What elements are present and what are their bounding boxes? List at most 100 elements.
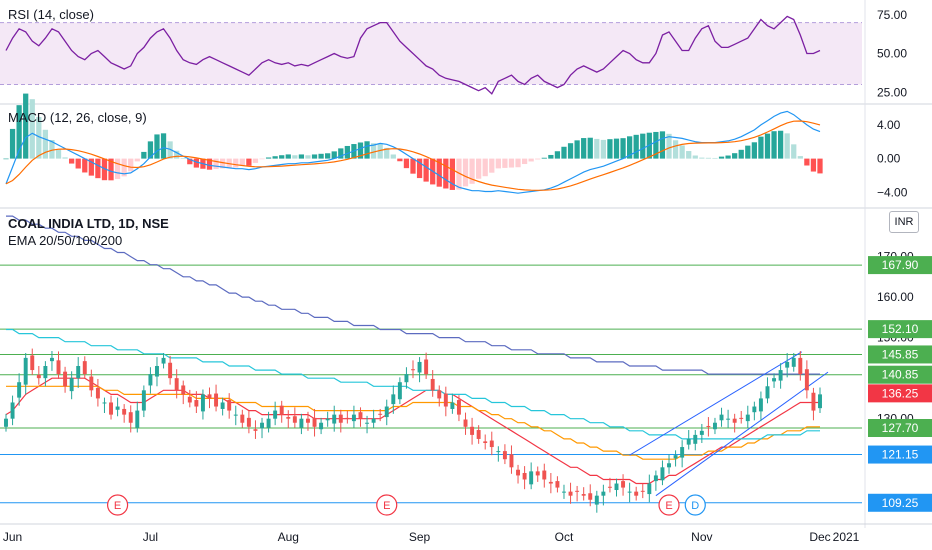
macd-histogram-bar xyxy=(9,128,16,159)
event-marker xyxy=(658,494,680,516)
candle-body xyxy=(765,386,770,399)
candle-body xyxy=(82,361,87,375)
macd-histogram-bar xyxy=(594,138,600,159)
macd-histogram-bar xyxy=(141,151,147,159)
price-level-tag xyxy=(868,493,932,512)
macd-histogram-bar xyxy=(692,155,698,159)
candle-body xyxy=(542,470,547,480)
candle-body xyxy=(745,414,750,422)
macd-histogram-bar xyxy=(482,158,488,177)
candle-body xyxy=(17,382,22,398)
candle-body xyxy=(391,394,396,405)
candle-body xyxy=(397,382,402,400)
macd-histogram-bar xyxy=(252,158,259,163)
candle-body xyxy=(430,378,435,391)
candle-body xyxy=(273,410,278,419)
candle-body xyxy=(588,493,593,500)
candle-body xyxy=(240,414,245,423)
candle-body xyxy=(266,418,271,428)
macd-histogram-bar xyxy=(791,144,797,159)
candle-body xyxy=(115,406,120,410)
candle-body xyxy=(411,369,415,371)
candle-body xyxy=(384,406,389,418)
macd-histogram-bar xyxy=(423,158,429,182)
macd-histogram-bar xyxy=(469,158,475,184)
candle-body xyxy=(404,374,409,383)
macd-histogram-bar xyxy=(3,158,9,160)
macd-histogram-bar xyxy=(528,158,534,162)
macd-histogram-bar xyxy=(174,150,180,159)
last-price-tag-label: 136.25 xyxy=(882,386,919,400)
macd-histogram-bar xyxy=(69,158,75,164)
rsi-pane: 75.00 50.00 25.00 xyxy=(0,8,932,105)
candle-body xyxy=(798,357,803,375)
candle-body xyxy=(706,425,711,427)
price-level-tag-label: 127.70 xyxy=(882,421,919,435)
candle-body xyxy=(555,481,560,488)
macd-histogram-bar xyxy=(272,156,278,159)
candle-body xyxy=(443,393,448,407)
candle-body xyxy=(95,387,100,399)
candle-body xyxy=(233,414,238,416)
candle-body xyxy=(345,417,350,419)
currency-button[interactable]: INR xyxy=(889,211,919,233)
candle-body xyxy=(811,392,816,411)
candle-body xyxy=(207,394,212,399)
candle-body xyxy=(660,467,665,481)
candle-body xyxy=(109,402,114,415)
macd-histogram-bar xyxy=(23,93,29,159)
candle-body xyxy=(148,374,153,386)
macd-histogram-bar xyxy=(285,154,291,159)
candle-body xyxy=(712,422,717,430)
candle-body xyxy=(450,402,455,409)
macd-histogram-bar xyxy=(403,158,410,169)
macd-histogram-bar xyxy=(476,158,482,179)
macd-histogram-bar xyxy=(311,154,318,159)
event-marker-label: E xyxy=(114,500,121,512)
macd-histogram-bar xyxy=(574,140,580,159)
price-level-tag xyxy=(868,419,932,438)
candle-body xyxy=(463,419,468,427)
macd-histogram-bar xyxy=(384,147,390,159)
macd-histogram-bar xyxy=(613,138,620,159)
candle-body xyxy=(128,412,133,423)
candle-body xyxy=(483,441,488,443)
macd-histogram-bar xyxy=(331,151,337,159)
time-tick-label: Aug xyxy=(278,530,299,544)
event-marker-label: E xyxy=(665,500,672,512)
macd-histogram-bar xyxy=(640,133,646,159)
macd-histogram-bar xyxy=(147,141,154,159)
macd-histogram-bar xyxy=(672,140,679,159)
macd-histogram-bar xyxy=(758,136,764,159)
candle-body xyxy=(739,417,744,419)
candle-body xyxy=(726,418,731,420)
rsi-tick-label: 75.00 xyxy=(877,8,907,22)
candle-body xyxy=(69,378,74,392)
candle-body xyxy=(470,426,475,435)
candle-body xyxy=(260,422,264,429)
candle-body xyxy=(325,418,330,421)
candle-body xyxy=(699,430,704,435)
candle-body xyxy=(332,414,337,424)
macd-tick-label: 4.00 xyxy=(877,118,901,132)
candle-body xyxy=(594,495,599,505)
macd-histogram-bar xyxy=(541,157,547,159)
candle-body xyxy=(161,357,166,364)
macd-histogram-bar xyxy=(128,158,134,172)
macd-histogram-bar xyxy=(436,158,442,187)
macd-histogram-bar xyxy=(108,158,114,181)
candle-body xyxy=(358,412,363,419)
ema-line xyxy=(5,377,820,485)
macd-histogram-bar xyxy=(193,158,199,168)
macd-histogram-bar xyxy=(712,157,718,159)
time-tick-label: Dec xyxy=(809,530,830,544)
candle-body xyxy=(516,469,521,476)
candle-body xyxy=(49,357,54,362)
macd-histogram-bar xyxy=(16,105,22,159)
macd-histogram-bar xyxy=(777,130,784,159)
candle-body xyxy=(194,400,199,407)
candle-body xyxy=(365,422,370,424)
candle-body xyxy=(227,400,232,411)
